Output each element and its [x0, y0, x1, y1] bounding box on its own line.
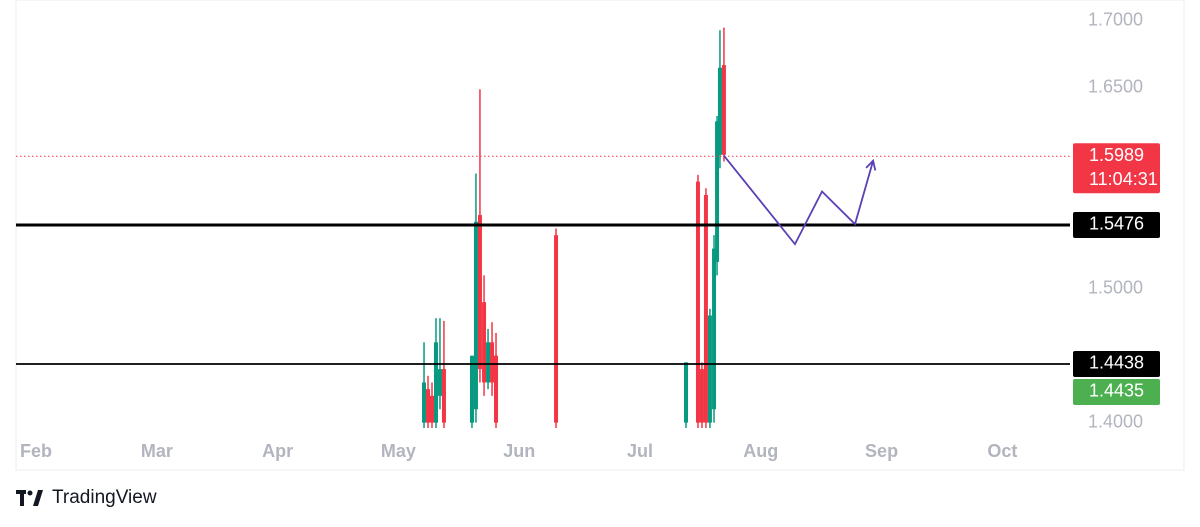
- chart-frame: [15, 0, 1185, 471]
- x-tick-label: Sep: [865, 441, 898, 461]
- candle-body: [684, 362, 689, 423]
- y-tick-label: 1.6500: [1088, 77, 1143, 97]
- candle-body: [433, 342, 438, 423]
- logo: [16, 490, 43, 506]
- candle-body: [717, 67, 722, 155]
- y-tick-label: 1.7000: [1088, 10, 1143, 30]
- x-tick-label: Jun: [503, 441, 535, 461]
- candle-body: [712, 248, 717, 410]
- candle-body: [486, 342, 491, 383]
- bid-label: 1.4435: [1089, 381, 1144, 401]
- brand: TradingView: [52, 487, 157, 508]
- candle-body: [437, 369, 442, 396]
- projection-arrow: [865, 158, 877, 171]
- x-tick-label: May: [381, 441, 416, 461]
- price-label-box: [1073, 143, 1160, 194]
- x-tick-label: Feb: [20, 441, 52, 461]
- candle-body: [707, 315, 712, 423]
- candle-body: [469, 355, 474, 423]
- candle-body: [482, 302, 487, 383]
- candle-body: [429, 395, 434, 423]
- candle-body: [721, 65, 726, 155]
- candle-body: [477, 215, 482, 370]
- candle-body: [494, 355, 499, 423]
- candle-body: [473, 221, 478, 410]
- y-tick-label: 1.4000: [1088, 411, 1143, 431]
- candle-body: [554, 235, 559, 423]
- x-tick-label: Aug: [743, 441, 778, 461]
- price-label: 1.5476: [1089, 214, 1144, 234]
- price-label: 1.5989: [1089, 145, 1144, 165]
- bid-label-box: [1073, 378, 1160, 405]
- x-tick-label: Apr: [262, 441, 293, 461]
- candle-body: [426, 389, 431, 423]
- candle-body: [703, 194, 708, 423]
- projection-line: [723, 155, 874, 246]
- price-label-box: [1073, 211, 1160, 238]
- candle-body: [715, 121, 720, 262]
- x-tick-label: Oct: [987, 441, 1017, 461]
- candle-body: [490, 342, 495, 383]
- candle-body: [695, 181, 700, 423]
- plot-area: [422, 27, 726, 428]
- x-tick-label: Jul: [627, 441, 653, 461]
- price-label-box: [1073, 350, 1160, 377]
- candle-body: [422, 382, 427, 423]
- y-tick-label: 1.5000: [1088, 277, 1143, 297]
- x-tick-label: Mar: [141, 441, 173, 461]
- price-label: 1.4438: [1089, 353, 1144, 373]
- candle-body: [699, 369, 704, 423]
- countdown: 11:04:31: [1089, 169, 1158, 189]
- candle-body: [441, 369, 446, 423]
